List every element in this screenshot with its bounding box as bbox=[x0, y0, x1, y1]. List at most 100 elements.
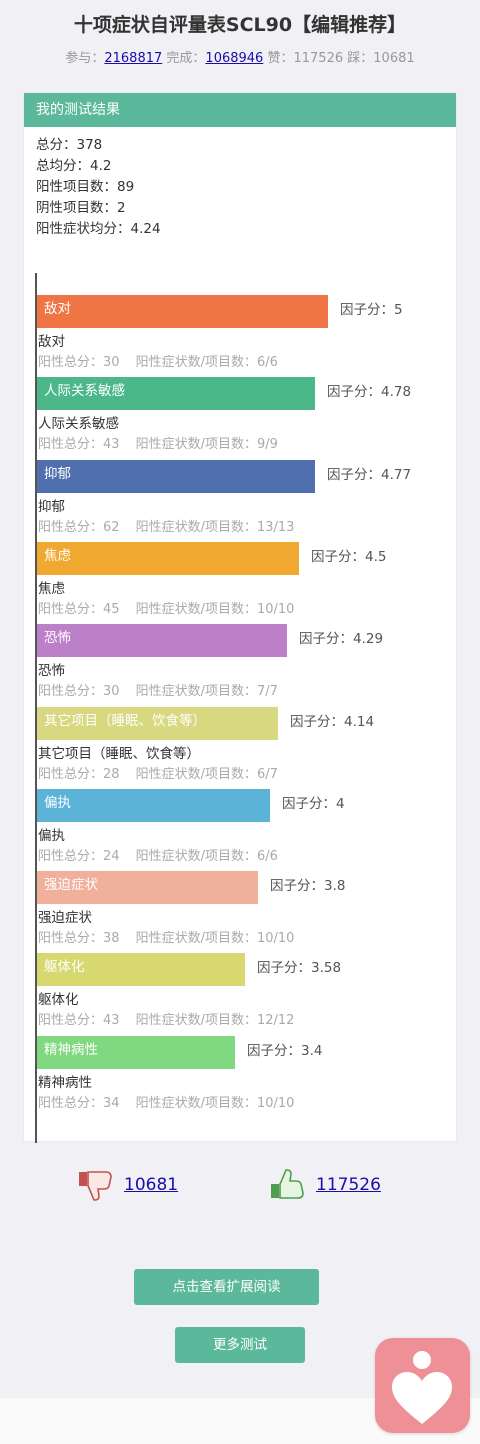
summary-negative-items: 阴性项目数：2 bbox=[36, 200, 126, 216]
factor-name: 人际关系敏感 bbox=[38, 416, 119, 433]
factor-bar: 躯体化 bbox=[37, 953, 245, 987]
thumbs-down-icon[interactable] bbox=[78, 1169, 114, 1201]
summary-average-score: 总均分：4.2 bbox=[36, 158, 112, 174]
factor-bar: 敌对 bbox=[37, 295, 328, 328]
factor-row: 焦虑 因子分：4.5 焦虑 阳性总分：45 阳性症状数/项目数：10/10 bbox=[37, 541, 456, 624]
factor-row: 敌对 因子分：5 敌对 阳性总分：30 阳性症状数/项目数：6/6 bbox=[37, 295, 456, 377]
factor-score: 因子分：4.77 bbox=[327, 460, 411, 490]
dislike-vote[interactable]: 10681 bbox=[78, 1168, 178, 1202]
positive-total: 阳性总分：38 bbox=[38, 931, 120, 946]
factor-detail: 阳性总分：34 阳性症状数/项目数：10/10 bbox=[38, 1092, 294, 1111]
factor-score: 因子分：4.29 bbox=[299, 624, 383, 654]
factor-score-value: 4.14 bbox=[344, 713, 375, 730]
factor-detail: 阳性总分：43 阳性症状数/项目数：9/9 bbox=[38, 433, 278, 452]
factor-name: 敌对 bbox=[38, 334, 65, 350]
factor-score: 因子分：3.58 bbox=[257, 953, 341, 983]
positive-total-label: 阳性总分： bbox=[38, 848, 104, 864]
factor-score: 因子分：3.4 bbox=[247, 1036, 322, 1066]
factor-detail: 阳性总分：38 阳性症状数/项目数：10/10 bbox=[38, 927, 294, 946]
factor-name: 躯体化 bbox=[38, 992, 79, 1009]
factor-score-label: 因子分： bbox=[327, 384, 381, 401]
complete-label: 完成： bbox=[166, 51, 206, 66]
factor-score-value: 3.8 bbox=[324, 878, 346, 895]
factor-detail: 阳性总分：24 阳性症状数/项目数：6/6 bbox=[38, 845, 278, 864]
factor-row: 躯体化 因子分：3.58 躯体化 阳性总分：43 阳性症状数/项目数：12/12 bbox=[37, 953, 456, 1035]
positive-ratio-label: 阳性症状数/项目数： bbox=[135, 519, 257, 535]
positive-ratio: 阳性症状数/项目数：12/12 bbox=[136, 1013, 295, 1028]
factor-score: 因子分：4.5 bbox=[311, 542, 386, 572]
positive-total: 阳性总分：28 bbox=[38, 767, 120, 782]
factor-bar: 人际关系敏感 bbox=[37, 377, 315, 411]
positive-total-value: 45 bbox=[103, 601, 120, 617]
factor-score-value: 4.77 bbox=[381, 466, 412, 483]
factor-bar: 偏执 bbox=[37, 788, 270, 822]
dislike-count-link[interactable]: 10681 bbox=[124, 1175, 179, 1195]
summary-total-score: 总分：378 bbox=[36, 137, 103, 153]
positive-ratio-value: 12/12 bbox=[256, 1013, 295, 1029]
positive-ratio: 阳性症状数/项目数：10/10 bbox=[136, 931, 295, 946]
participate-label: 参与： bbox=[65, 51, 105, 66]
factor-score-value: 4.29 bbox=[353, 631, 384, 648]
positive-total: 阳性总分：43 bbox=[38, 1013, 120, 1028]
positive-ratio-label: 阳性症状数/项目数： bbox=[135, 1095, 257, 1111]
factor-score-label: 因子分： bbox=[270, 878, 324, 895]
factor-score: 因子分：5 bbox=[340, 295, 403, 325]
factor-score-value: 4.78 bbox=[381, 384, 412, 401]
factor-score: 因子分：4.14 bbox=[290, 707, 374, 737]
positive-total-value: 38 bbox=[103, 931, 120, 947]
positive-total-label: 阳性总分： bbox=[38, 601, 104, 617]
factor-score-value: 3.4 bbox=[301, 1042, 323, 1059]
factor-score-label: 因子分： bbox=[327, 466, 381, 483]
positive-ratio-label: 阳性症状数/项目数： bbox=[135, 931, 257, 947]
positive-total-label: 阳性总分： bbox=[38, 437, 104, 453]
like-label: 赞： bbox=[267, 51, 294, 66]
positive-total: 阳性总分：30 bbox=[38, 355, 120, 370]
factor-detail: 阳性总分：45 阳性症状数/项目数：10/10 bbox=[38, 598, 294, 617]
positive-total-label: 阳性总分： bbox=[38, 766, 104, 782]
positive-total-label: 阳性总分： bbox=[38, 1013, 104, 1029]
factor-score: 因子分：4 bbox=[282, 789, 345, 819]
factor-bar: 焦虑 bbox=[37, 541, 299, 575]
positive-ratio: 阳性症状数/项目数：10/10 bbox=[136, 1096, 295, 1111]
complete-count-link[interactable]: 1068946 bbox=[205, 51, 264, 66]
positive-total-label: 阳性总分： bbox=[38, 1095, 104, 1111]
positive-ratio: 阳性症状数/项目数：10/10 bbox=[136, 602, 295, 617]
positive-ratio-value: 9/9 bbox=[256, 437, 278, 453]
factor-row: 恐怖 因子分：4.29 恐怖 阳性总分：30 阳性症状数/项目数：7/7 bbox=[37, 624, 456, 706]
factor-score-value: 5 bbox=[394, 302, 403, 318]
factor-name: 焦虑 bbox=[38, 580, 65, 597]
factor-score-label: 因子分： bbox=[311, 548, 365, 565]
like-vote[interactable]: 117526 bbox=[270, 1168, 381, 1202]
factor-score-label: 因子分： bbox=[282, 795, 336, 812]
positive-total-label: 阳性总分： bbox=[38, 931, 104, 947]
positive-total: 阳性总分：62 bbox=[38, 520, 120, 535]
positive-ratio-label: 阳性症状数/项目数： bbox=[135, 848, 257, 864]
more-tests-button[interactable]: 更多测试 bbox=[175, 1327, 305, 1363]
positive-total-label: 阳性总分： bbox=[38, 519, 104, 535]
factor-score-label: 因子分： bbox=[340, 302, 394, 318]
factor-detail: 阳性总分：62 阳性症状数/项目数：13/13 bbox=[38, 516, 294, 535]
like-count-link[interactable]: 117526 bbox=[316, 1175, 381, 1195]
factor-name: 强迫症状 bbox=[38, 910, 92, 927]
positive-total: 阳性总分：30 bbox=[38, 684, 120, 699]
positive-ratio-value: 6/7 bbox=[256, 766, 278, 782]
positive-ratio-label: 阳性症状数/项目数： bbox=[135, 1013, 257, 1029]
factor-row: 其它项目（睡眠、饮食等） 因子分：4.14 其它项目（睡眠、饮食等） 阳性总分：28 阳… bbox=[37, 706, 456, 789]
like-count: 117526 bbox=[293, 51, 344, 66]
participate-count-link[interactable]: 2168817 bbox=[104, 51, 163, 66]
factor-row: 抑郁 因子分：4.77 抑郁 阳性总分：62 阳性症状数/项目数：13/13 bbox=[37, 459, 456, 542]
positive-total-value: 30 bbox=[103, 684, 120, 700]
positive-ratio-label: 阳性症状数/项目数： bbox=[135, 684, 257, 700]
factor-name: 其它项目（睡眠、饮食等） bbox=[38, 745, 200, 762]
positive-total: 阳性总分：43 bbox=[38, 437, 120, 452]
factor-name: 精神病性 bbox=[38, 1074, 92, 1091]
app-badge[interactable] bbox=[375, 1338, 470, 1433]
positive-total-label: 阳性总分： bbox=[38, 355, 104, 370]
positive-total-value: 30 bbox=[103, 355, 120, 370]
extended-reading-button[interactable]: 点击查看扩展阅读 bbox=[134, 1269, 319, 1305]
page-title: 十项症状自评量表SCL90【编辑推荐】 bbox=[73, 14, 407, 36]
factor-score: 因子分：4.78 bbox=[327, 377, 411, 407]
thumbs-up-icon[interactable] bbox=[270, 1169, 306, 1201]
positive-ratio-value: 6/6 bbox=[256, 848, 278, 864]
factor-detail: 阳性总分：30 阳性症状数/项目数：6/6 bbox=[38, 351, 278, 370]
